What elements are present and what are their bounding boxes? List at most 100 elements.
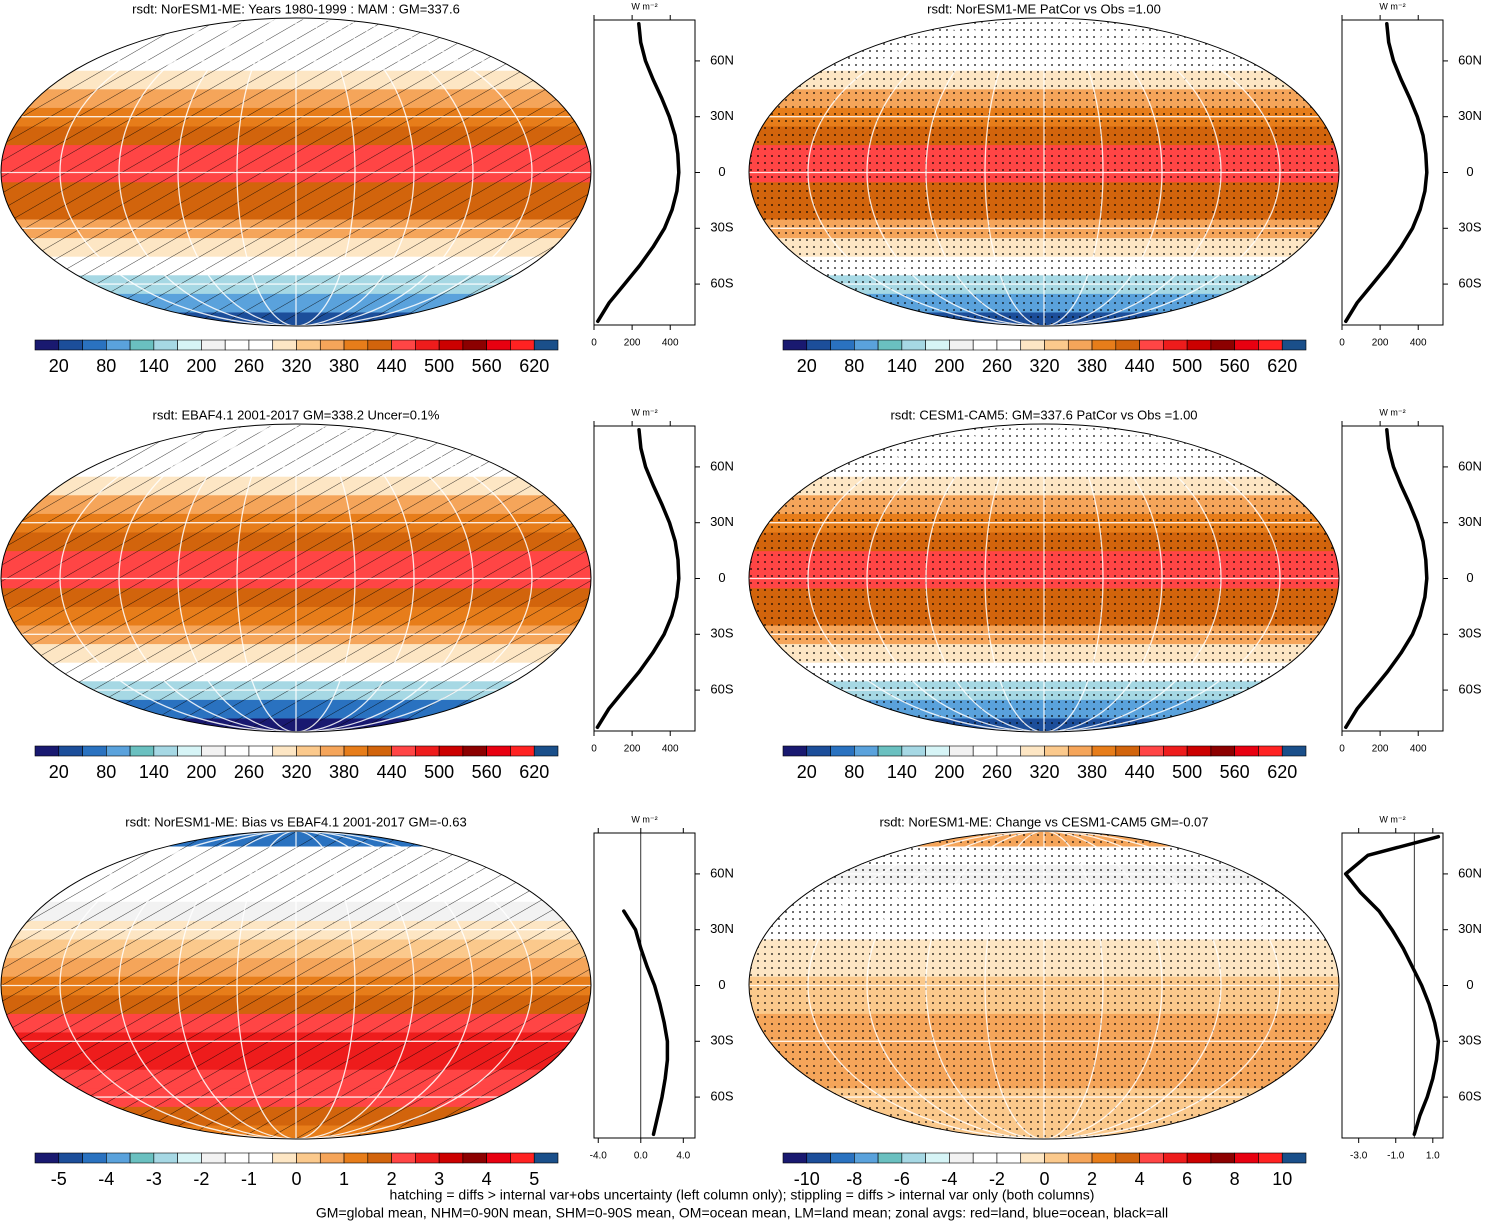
colorbar-label: 320 [281,762,311,782]
profile-unit: W m⁻² [631,1,657,11]
colorbar-box [486,745,511,757]
colorbar-box [510,339,535,351]
colorbar-label: 500 [1172,356,1202,376]
colorbar-box [391,1152,416,1164]
colorbar-box [949,1152,974,1164]
map [749,424,1339,732]
map-meridian [925,18,1163,326]
colorbar-box [806,1152,831,1164]
colorbar-box [1139,1152,1164,1164]
colorbar-box [201,1152,226,1164]
colorbar-box [949,339,974,351]
panel-title: rsdt: NorESM1-ME: Years 1980-1999 : MAM … [132,1,460,16]
colorbar-box [319,745,345,757]
colorbar-box [462,745,487,757]
colorbar-label: 3 [434,1169,444,1189]
colorbar-label: 8 [1230,1169,1240,1189]
colorbar-label: 440 [377,762,407,782]
map-meridian [807,18,1281,326]
colorbar-label: -6 [894,1169,910,1189]
colorbar-box [925,1152,950,1164]
colorbar-box [1139,745,1164,757]
colorbar-box [34,339,60,351]
colorbar-label: 560 [1220,356,1250,376]
colorbar-box [1210,745,1235,757]
colorbar-box [877,1152,903,1164]
colorbar-label: -4 [941,1169,957,1189]
colorbar-box [996,745,1022,757]
colorbar-box [901,1152,926,1164]
colorbar-box [177,1152,202,1164]
colorbar-label: 200 [934,762,964,782]
colorbar-label: 200 [186,762,216,782]
y-tick-label: 0 [718,570,725,585]
colorbar-box [830,339,855,351]
map-meridian [925,424,1163,732]
y-tick-label: 60N [710,865,734,880]
x-tick-label: 400 [1410,744,1427,755]
footer-note: GM=global mean, NHM=0-90N mean, SHM=0-90… [316,1205,1168,1221]
colorbar-label: 140 [887,762,917,782]
y-tick-label: 60S [1458,1089,1481,1104]
colorbar-label: 140 [887,356,917,376]
colorbar-label: 4 [1135,1169,1145,1189]
colorbar-label: 320 [1029,762,1059,782]
colorbar-box [415,339,440,351]
y-tick-label: 60S [710,276,733,291]
map [1,18,591,326]
colorbar-box [972,1152,998,1164]
y-tick-label: 60N [1458,865,1482,880]
colorbar-label: -2 [989,1169,1005,1189]
colorbar-label: 6 [1182,1169,1192,1189]
colorbar-box [367,1152,392,1164]
map-meridian [984,18,1104,326]
colorbar-label: -5 [51,1169,67,1189]
colorbar-box [82,1152,107,1164]
colorbar-box [58,339,83,351]
colorbar-box [901,745,926,757]
colorbar-label: 560 [472,356,502,376]
profile-frame [593,832,696,1139]
colorbar-box [1163,1152,1188,1164]
colorbar-box [1044,339,1069,351]
zonal-mean-line [1344,21,1429,324]
y-tick-label: 30N [1458,108,1482,123]
colorbar-box [1186,745,1212,757]
map-meridian [866,424,1222,732]
colorbar-box [830,745,855,757]
colorbar-box [877,745,903,757]
colorbar-label: 560 [472,762,502,782]
map-meridian [236,424,356,732]
colorbar-box [1020,745,1045,757]
colorbar-box [1091,339,1117,351]
colorbar-box [58,745,83,757]
map-outline [748,830,1340,1140]
y-tick-label: 60S [1458,682,1481,697]
map-meridian [807,424,1281,732]
zonal-mean-line [596,21,681,324]
colorbar-box [415,1152,440,1164]
colorbar-box [106,745,131,757]
x-tick-label: 200 [624,338,641,349]
colorbar-box [391,339,416,351]
x-tick-label: 1.0 [1426,1151,1440,1162]
colorbar-label: 5 [529,1169,539,1189]
colorbar-label: -8 [846,1169,862,1189]
y-tick-label: 30S [710,626,733,641]
colorbar-box [462,339,487,351]
colorbar-box [129,339,155,351]
colorbar-label: 200 [186,356,216,376]
colorbar-box [272,339,297,351]
colorbar-box [782,745,808,757]
y-tick-label: 30N [710,921,734,936]
colorbar-box [854,745,879,757]
x-tick-label: 400 [662,744,679,755]
colorbar-label: 4 [482,1169,492,1189]
y-tick-label: 60N [710,458,734,473]
colorbar-box [248,339,274,351]
x-tick-label: 0 [591,338,597,349]
colorbar-box [1044,745,1069,757]
colorbar-box [901,339,926,351]
colorbar-box [925,339,950,351]
colorbar-label: 20 [49,356,69,376]
